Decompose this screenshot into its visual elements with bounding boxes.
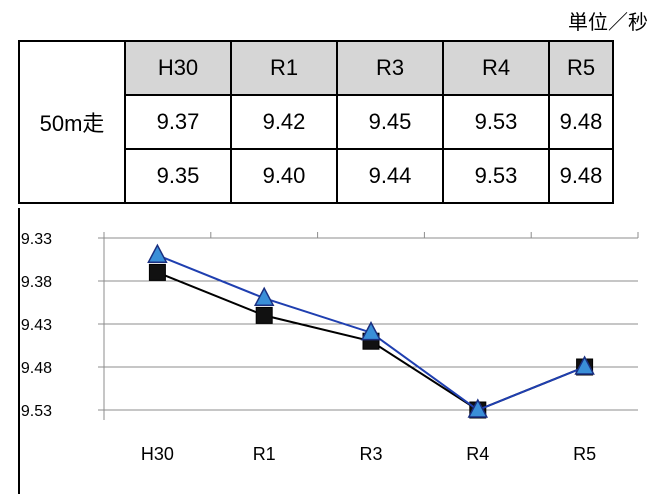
unit-label: 単位／秒 xyxy=(568,12,648,34)
x-tick-label: H30 xyxy=(141,444,174,464)
data-point-triangle xyxy=(147,243,168,263)
row-label: 50m走 xyxy=(18,40,126,204)
data-point-triangle xyxy=(574,355,595,375)
y-tick-label: 9.43 xyxy=(21,317,52,334)
data-point-square xyxy=(255,306,273,324)
x-tick-label: R1 xyxy=(253,444,276,464)
table-cell: 9.37 xyxy=(124,94,232,150)
x-tick-label: R3 xyxy=(359,444,382,464)
header-cell: R1 xyxy=(230,40,338,96)
table-cell: 9.44 xyxy=(336,148,444,204)
y-tick-label: 9.48 xyxy=(21,360,52,377)
table-cell: 9.53 xyxy=(442,94,550,150)
table-cell: 9.53 xyxy=(442,148,550,204)
data-point-triangle xyxy=(253,286,275,306)
data-point-square xyxy=(148,263,166,281)
table-cell: 9.35 xyxy=(124,148,232,204)
header-cell: H30 xyxy=(124,40,232,96)
y-tick-label: 9.33 xyxy=(21,231,52,248)
y-tick-label: 9.38 xyxy=(21,274,52,291)
table-cell: 9.45 xyxy=(336,94,444,150)
table-cell: 9.40 xyxy=(230,148,338,204)
table-cell: 9.48 xyxy=(548,148,614,204)
table-row: 9.35 9.40 9.44 9.53 9.48 xyxy=(19,148,614,204)
chart-area: 9.33 9.38 9.43 9.48 9.53 H30 R1 R3 R4 R5 xyxy=(18,208,656,494)
table-header-row: 50m走 H30 R1 R3 R4 R5 xyxy=(18,40,614,204)
line-chart: 9.33 9.38 9.43 9.48 9.53 H30 R1 R3 R4 R5 xyxy=(21,231,639,464)
results-table: 50m走 H30 R1 R3 R4 R5 9.37 9.42 9.45 9.53… xyxy=(18,40,614,204)
header-cell: R4 xyxy=(442,40,550,96)
header-cell: R5 xyxy=(548,40,614,96)
data-point-triangle xyxy=(467,398,489,418)
table-cell: 9.48 xyxy=(548,94,614,150)
header-cell: R3 xyxy=(336,40,444,96)
data-point-triangle xyxy=(360,320,382,341)
table-row: 9.37 9.42 9.45 9.53 9.48 xyxy=(19,94,614,150)
table-cell: 9.42 xyxy=(230,94,338,150)
x-tick-label: R4 xyxy=(466,444,489,464)
y-tick-label: 9.53 xyxy=(21,403,52,420)
x-tick-label: R5 xyxy=(573,444,596,464)
